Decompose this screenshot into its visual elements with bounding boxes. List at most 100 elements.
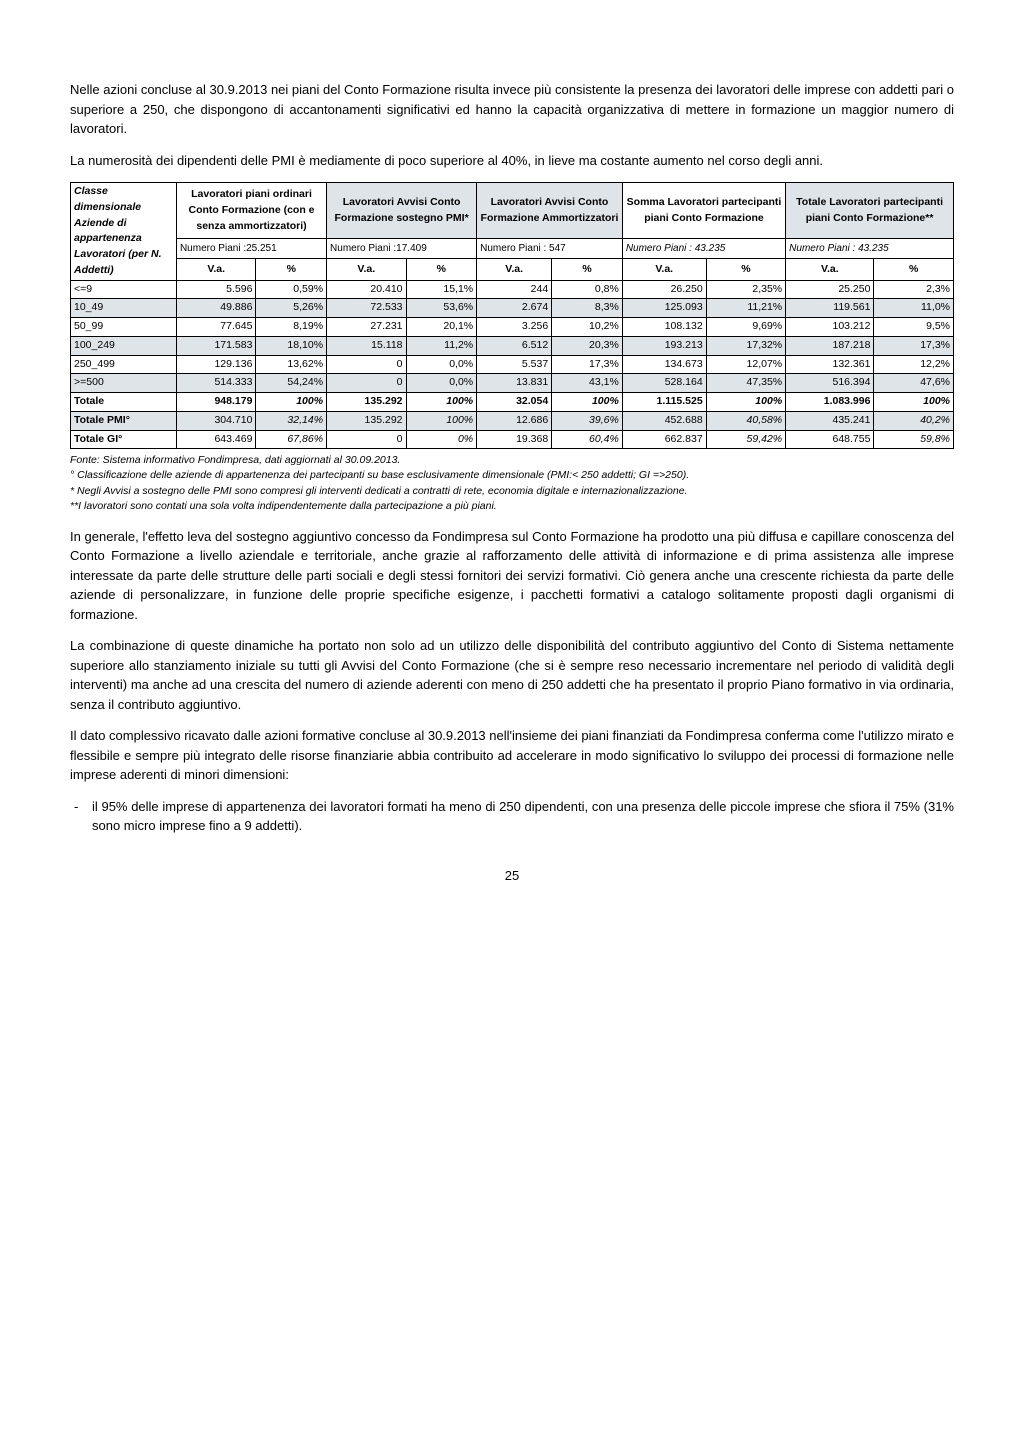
numero-piani-cell: Numero Piani : 43.235 [786, 239, 954, 259]
data-cell: 47,6% [874, 374, 954, 393]
data-cell: 662.837 [622, 430, 706, 449]
data-cell: 59,42% [706, 430, 785, 449]
row-label-cell: Totale GI° [71, 430, 177, 449]
paragraph-3: In generale, l'effetto leva del sostegno… [70, 527, 954, 625]
data-cell: 19.368 [477, 430, 552, 449]
data-cell: 119.561 [786, 299, 874, 318]
data-cell: 100% [874, 393, 954, 412]
data-cell: 948.179 [176, 393, 255, 412]
data-cell: 20,1% [406, 318, 477, 337]
data-cell: 452.688 [622, 411, 706, 430]
bullet-item: il 95% delle imprese di appartenenza dei… [84, 797, 954, 836]
corner-header: Classe dimensionale Aziende di appartene… [71, 183, 177, 281]
data-cell: 9,69% [706, 318, 785, 337]
data-cell: 53,6% [406, 299, 477, 318]
data-cell: 193.213 [622, 336, 706, 355]
data-cell: 11,2% [406, 336, 477, 355]
sub-header: % [552, 259, 623, 280]
data-cell: 17,32% [706, 336, 785, 355]
data-cell: 17,3% [874, 336, 954, 355]
data-cell: 27.231 [327, 318, 406, 337]
data-cell: 10,2% [552, 318, 623, 337]
data-cell: 514.333 [176, 374, 255, 393]
data-cell: 11,21% [706, 299, 785, 318]
data-cell: 12.686 [477, 411, 552, 430]
data-cell: 3.256 [477, 318, 552, 337]
data-cell: 0,59% [256, 280, 327, 299]
data-cell: 12,07% [706, 355, 785, 374]
data-cell: 32.054 [477, 393, 552, 412]
data-cell: 13.831 [477, 374, 552, 393]
data-cell: 26.250 [622, 280, 706, 299]
data-cell: 77.645 [176, 318, 255, 337]
footnote-line: * Negli Avvisi a sostegno delle PMI sono… [70, 484, 954, 498]
data-cell: 103.212 [786, 318, 874, 337]
data-cell: 6.512 [477, 336, 552, 355]
numero-piani-cell: Numero Piani : 43.235 [622, 239, 785, 259]
row-label-cell: 250_499 [71, 355, 177, 374]
numero-piani-cell: Numero Piani : 547 [477, 239, 623, 259]
data-cell: 11,0% [874, 299, 954, 318]
data-cell: 2.674 [477, 299, 552, 318]
data-cell: 12,2% [874, 355, 954, 374]
sub-header: % [256, 259, 327, 280]
footnote-line: Fonte: Sistema informativo Fondimpresa, … [70, 453, 954, 467]
data-cell: 20,3% [552, 336, 623, 355]
data-cell: 13,62% [256, 355, 327, 374]
data-cell: 648.755 [786, 430, 874, 449]
numero-piani-cell: Numero Piani :17.409 [327, 239, 477, 259]
data-cell: 49.886 [176, 299, 255, 318]
data-cell: 171.583 [176, 336, 255, 355]
page-number: 25 [70, 866, 954, 886]
sub-header: % [706, 259, 785, 280]
data-cell: 0,8% [552, 280, 623, 299]
data-cell: 1.115.525 [622, 393, 706, 412]
table-row: Totale GI°643.46967,86%00%19.36860,4%662… [71, 430, 954, 449]
table-header-row-groups: Classe dimensionale Aziende di appartene… [71, 183, 954, 239]
row-label-cell: 100_249 [71, 336, 177, 355]
data-cell: 129.136 [176, 355, 255, 374]
paragraph-4: La combinazione di queste dinamiche ha p… [70, 636, 954, 714]
data-cell: 17,3% [552, 355, 623, 374]
data-cell: 0 [327, 430, 406, 449]
data-cell: 0 [327, 374, 406, 393]
data-cell: 0,0% [406, 355, 477, 374]
data-cell: 528.164 [622, 374, 706, 393]
table-row: 10_4949.8865,26%72.53353,6%2.6748,3%125.… [71, 299, 954, 318]
data-cell: 39,6% [552, 411, 623, 430]
row-label-cell: Totale PMI° [71, 411, 177, 430]
data-cell: 100% [406, 411, 477, 430]
table-row: <=95.5960,59%20.41015,1%2440,8%26.2502,3… [71, 280, 954, 299]
numero-piani-cell: Numero Piani :25.251 [176, 239, 326, 259]
data-cell: 134.673 [622, 355, 706, 374]
group-header: Lavoratori Avvisi Conto Formazione Ammor… [477, 183, 623, 239]
table-header-row-piani: Numero Piani :25.251 Numero Piani :17.40… [71, 239, 954, 259]
data-cell: 8,19% [256, 318, 327, 337]
data-cell: 2,35% [706, 280, 785, 299]
data-cell: 0 [327, 355, 406, 374]
paragraph-1: Nelle azioni concluse al 30.9.2013 nei p… [70, 80, 954, 139]
row-label-cell: 10_49 [71, 299, 177, 318]
data-cell: 8,3% [552, 299, 623, 318]
data-cell: 15.118 [327, 336, 406, 355]
data-cell: 5,26% [256, 299, 327, 318]
data-cell: 60,4% [552, 430, 623, 449]
data-cell: 43,1% [552, 374, 623, 393]
data-cell: 2,3% [874, 280, 954, 299]
data-cell: 108.132 [622, 318, 706, 337]
row-label-cell: Totale [71, 393, 177, 412]
footnote-line: **I lavoratori sono contati una sola vol… [70, 499, 954, 513]
data-cell: 40,58% [706, 411, 785, 430]
table-header-row-sub: V.a.%V.a.%V.a.%V.a.%V.a.% [71, 259, 954, 280]
row-label-cell: <=9 [71, 280, 177, 299]
data-cell: 40,2% [874, 411, 954, 430]
data-cell: 54,24% [256, 374, 327, 393]
data-cell: 32,14% [256, 411, 327, 430]
data-cell: 132.361 [786, 355, 874, 374]
data-cell: 100% [706, 393, 785, 412]
sub-header: V.a. [176, 259, 255, 280]
data-cell: 18,10% [256, 336, 327, 355]
data-cell: 67,86% [256, 430, 327, 449]
group-header: Somma Lavoratori partecipanti piani Cont… [622, 183, 785, 239]
data-cell: 59,8% [874, 430, 954, 449]
